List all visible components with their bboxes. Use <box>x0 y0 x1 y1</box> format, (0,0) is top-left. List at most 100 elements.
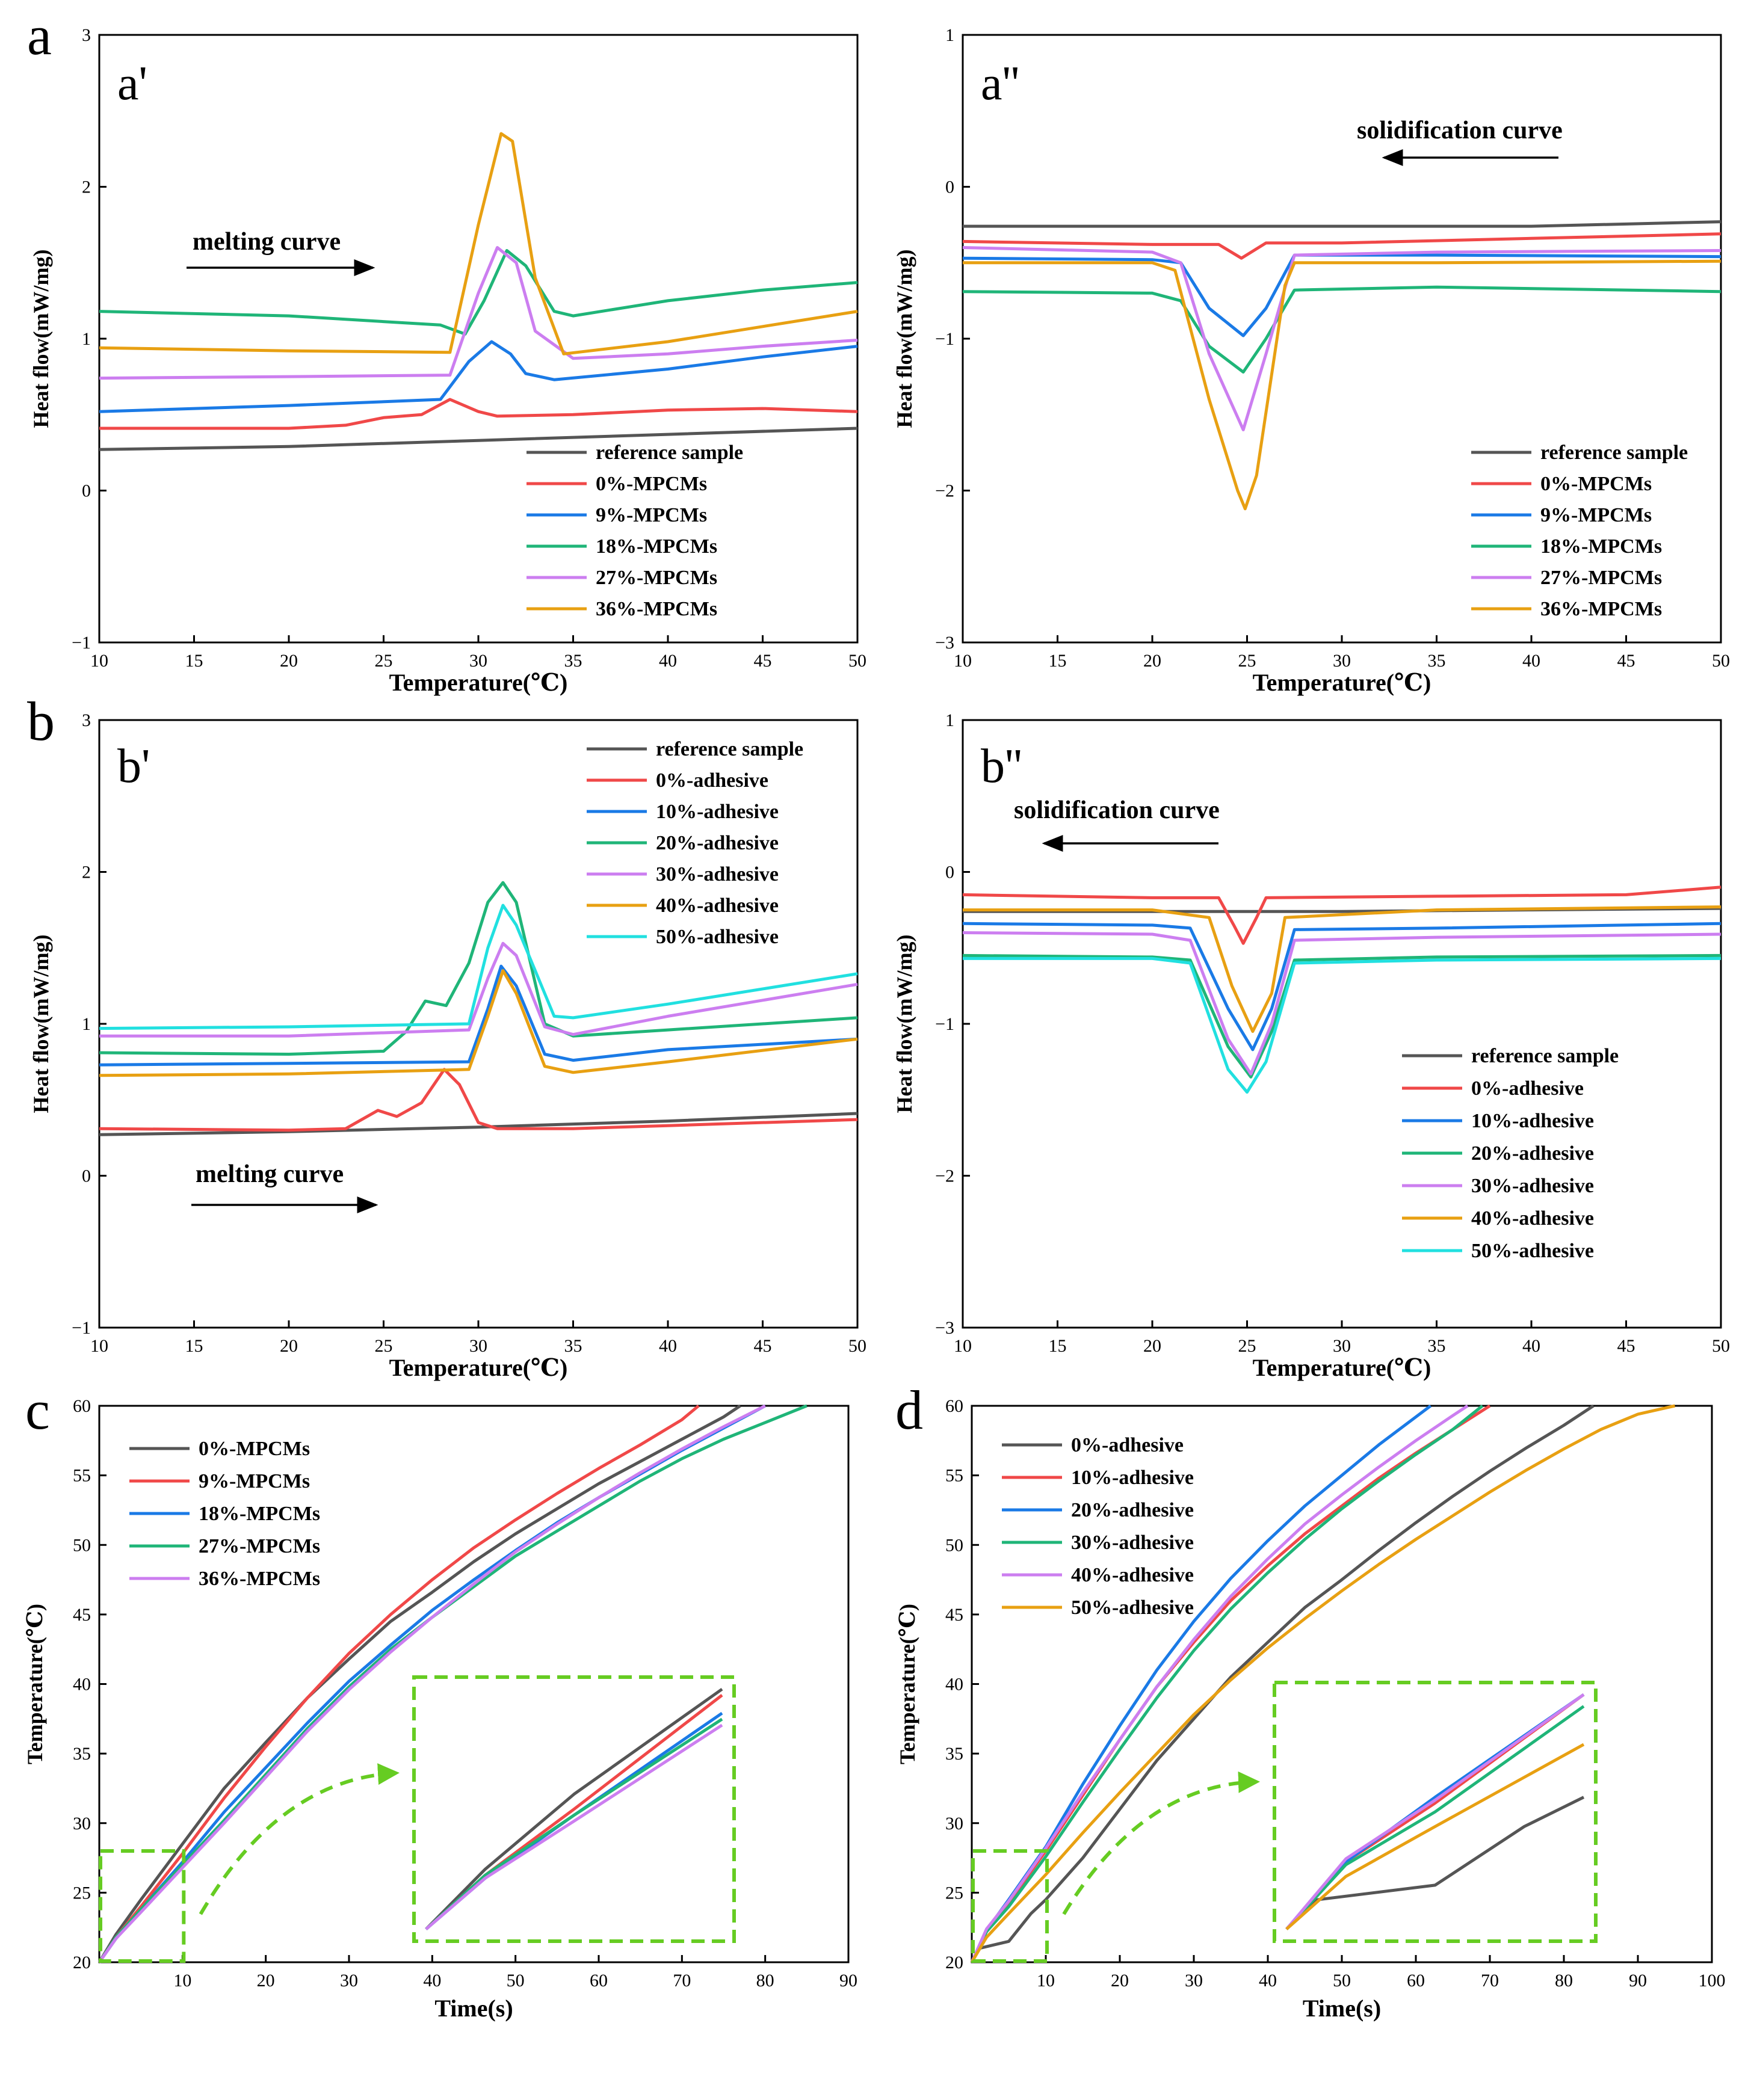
y-tick-label: −1 <box>935 329 954 349</box>
inset-box <box>412 1675 736 1943</box>
subpanel-label: b'' <box>981 740 1022 793</box>
y-tick-label: −1 <box>72 633 91 653</box>
series-line-0 <box>97 1404 741 1963</box>
y-tick-label: 25 <box>73 1883 91 1903</box>
y-tick-label: 1 <box>945 710 954 730</box>
x-axis-label: Temperature(℃) <box>1253 1354 1431 1381</box>
y-tick-label: 3 <box>82 710 91 730</box>
x-tick-label: 35 <box>564 1336 582 1356</box>
legend-label: 0%-MPCMs <box>1540 473 1652 495</box>
x-tick-label: 20 <box>1143 1336 1161 1356</box>
series-line-4 <box>99 246 858 380</box>
x-tick-label: 80 <box>756 1971 774 1991</box>
legend-label: 30%-adhesive <box>656 863 779 885</box>
y-tick-label: 35 <box>73 1744 91 1764</box>
legend-label: reference sample <box>656 738 803 760</box>
x-tick-label: 90 <box>1629 1971 1647 1991</box>
legend: reference sample 0%-MPCMs 9%-MPCMs 18%-MPCM… <box>1471 442 1688 620</box>
series-line-5 <box>970 1404 1676 1963</box>
x-tick-label: 10 <box>954 1336 972 1356</box>
legend-label: 27%-MPCMs <box>1540 567 1662 589</box>
legend-label: reference sample <box>1540 442 1688 464</box>
series-line-3 <box>970 1405 1484 1963</box>
legend-label: 10%-adhesive <box>1471 1110 1594 1132</box>
y-tick-label: −2 <box>935 481 954 501</box>
legend-label: 0%-adhesive <box>1471 1077 1584 1100</box>
y-tick-label: 2 <box>82 177 91 197</box>
series-line-0 <box>970 1404 1595 1963</box>
inset-source-box <box>971 1849 1049 1963</box>
legend-label: 40%-adhesive <box>1071 1564 1194 1586</box>
inset-series-line-0 <box>425 1687 723 1930</box>
inset-source-box <box>99 1849 186 1963</box>
x-axis-label: Time(s) <box>1303 1995 1381 2022</box>
legend-label: 30%-adhesive <box>1471 1175 1594 1197</box>
x-tick-label: 50 <box>848 1336 866 1356</box>
y-tick-label: 25 <box>945 1883 963 1903</box>
x-axis-label: Time(s) <box>434 1995 513 2022</box>
inset-series-line-3 <box>425 1717 723 1930</box>
x-tick-label: 45 <box>754 1336 772 1356</box>
panel-label: d <box>895 1379 923 1441</box>
legend-label: reference sample <box>1471 1045 1619 1067</box>
series-line-1 <box>97 1405 700 1963</box>
subpanel-label: a' <box>117 57 147 110</box>
chart-b1: 10 15 20 25 30 35 40 45 50 −1 0 1 2 3 Temperature(℃) He… <box>27 691 866 1381</box>
y-tick-label: 0 <box>82 481 91 501</box>
series-line-3 <box>99 249 858 336</box>
x-tick-label: 40 <box>659 1336 677 1356</box>
annotation-text: solidification curve <box>1357 117 1563 144</box>
annotation-text: melting curve <box>196 1160 344 1188</box>
series-line-4 <box>970 1404 1469 1963</box>
series-line-1 <box>99 398 858 430</box>
inset-series-line-1 <box>425 1694 723 1930</box>
y-tick-label: 20 <box>73 1953 91 1972</box>
x-tick-label: 30 <box>469 651 487 671</box>
legend: 0%-MPCMs 9%-MPCMs 18%-MPCMs 27%-MPCMs 36%-MP… <box>129 1438 320 1590</box>
y-tick-label: 35 <box>945 1744 963 1764</box>
x-tick-label: 20 <box>280 651 298 671</box>
legend-label: 18%-MPCMs <box>199 1503 320 1525</box>
chart-a1: 10 15 20 25 30 35 40 45 50 −1 0 1 2 3 Temperature(℃) He… <box>27 5 866 696</box>
x-tick-label: 100 <box>1699 1971 1726 1991</box>
y-tick-label: −3 <box>935 633 954 653</box>
legend-label: 50%-adhesive <box>1471 1240 1594 1262</box>
x-tick-label: 15 <box>1049 651 1067 671</box>
y-tick-label: −1 <box>935 1014 954 1034</box>
series-line-2 <box>99 340 858 413</box>
legend-label: 36%-MPCMs <box>199 1568 320 1590</box>
legend-label: 50%-adhesive <box>656 926 779 948</box>
y-tick-label: 55 <box>73 1466 91 1486</box>
y-tick-label: −2 <box>935 1166 954 1186</box>
x-tick-label: 40 <box>1522 1336 1540 1356</box>
y-tick-label: 50 <box>945 1535 963 1555</box>
x-tick-label: 40 <box>1259 1971 1277 1991</box>
x-tick-label: 25 <box>375 1336 393 1356</box>
x-tick-label: 35 <box>1428 651 1446 671</box>
y-tick-label: 1 <box>945 25 954 45</box>
y-tick-label: 40 <box>945 1675 963 1695</box>
x-tick-label: 30 <box>1333 1336 1351 1356</box>
x-tick-label: 90 <box>839 1971 857 1991</box>
legend-label: 10%-adhesive <box>656 801 779 823</box>
x-tick-label: 50 <box>848 651 866 671</box>
y-axis-label: Temperature(℃) <box>895 1604 919 1764</box>
y-tick-label: 45 <box>945 1605 963 1625</box>
y-tick-label: −1 <box>72 1318 91 1338</box>
y-tick-label: 3 <box>82 25 91 45</box>
legend: 0%-adhesive 10%-adhesive 20%-adhesive 30%-a… <box>1002 1434 1194 1619</box>
x-tick-label: 50 <box>1712 651 1730 671</box>
chart-c: 10 20 30 40 50 60 70 80 90 20 25 30 35 40 45 50 55 60 Time… <box>23 1379 857 2022</box>
legend-label: 27%-MPCMs <box>596 567 717 589</box>
x-tick-label: 30 <box>469 1336 487 1356</box>
chart-b2: 10 15 20 25 30 35 40 45 50 −3 −2 −1 0 1 Temperature(℃)… <box>892 710 1730 1381</box>
x-tick-label: 60 <box>590 1971 608 1991</box>
series-line-1 <box>99 1068 858 1132</box>
chart-d: 10 20 30 40 50 60 70 80 90 100 20 25 30 35 40 45 50 55 60 T… <box>895 1379 1726 2022</box>
inset-series-line-4 <box>1285 1693 1585 1930</box>
legend-label: 18%-MPCMs <box>1540 535 1662 558</box>
x-axis-label: Temperature(℃) <box>1253 669 1431 696</box>
legend-label: 40%-adhesive <box>656 895 779 917</box>
legend-label: 0%-adhesive <box>1071 1434 1184 1456</box>
series-line-4 <box>97 1404 766 1963</box>
